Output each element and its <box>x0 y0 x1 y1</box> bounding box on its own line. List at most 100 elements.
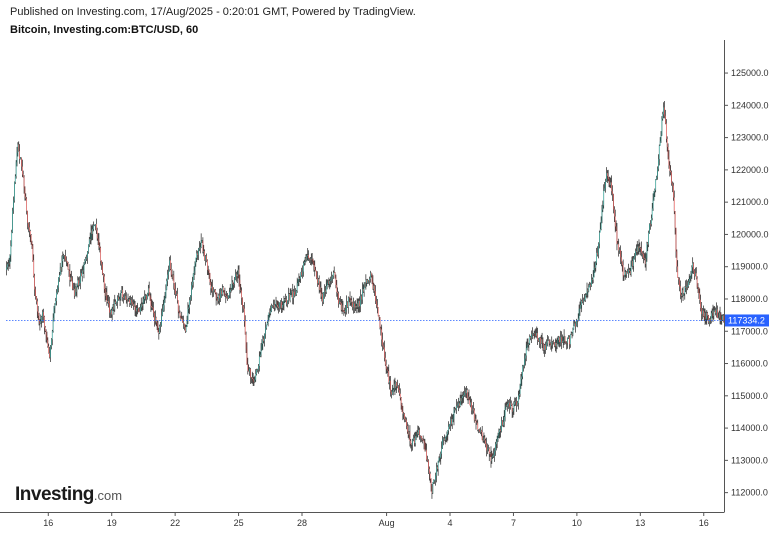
candle-down <box>38 315 40 322</box>
candle-down <box>671 172 672 184</box>
candle-up <box>718 312 720 318</box>
candle-up <box>705 318 707 320</box>
candle-up <box>262 338 264 344</box>
candle-down <box>133 304 134 307</box>
candle-down <box>618 243 620 251</box>
candle-up <box>499 429 501 432</box>
candle-down <box>490 452 492 462</box>
candle-up <box>418 429 420 435</box>
candle-down <box>355 306 357 308</box>
candle-down <box>678 277 679 280</box>
candle-down <box>697 287 699 288</box>
candle-down <box>43 311 44 317</box>
candle-down <box>277 304 279 307</box>
candle-up <box>56 292 57 302</box>
candle-up <box>605 181 606 189</box>
candle-down <box>696 278 698 288</box>
candle-down <box>75 287 77 292</box>
candle-up <box>186 321 188 327</box>
candle-down <box>243 306 244 309</box>
candle-up <box>58 275 60 278</box>
candle-up <box>658 145 660 160</box>
candle-up <box>306 255 308 261</box>
candle-down <box>644 258 646 264</box>
candle-up <box>147 288 149 294</box>
candle-down <box>482 439 484 441</box>
candle-up <box>260 349 262 355</box>
candle-up <box>657 168 658 177</box>
candle-up <box>95 223 96 226</box>
candle-up <box>651 208 653 219</box>
candle-down <box>294 291 295 296</box>
candle-down <box>639 245 641 248</box>
candle-down <box>204 251 205 261</box>
candle-down <box>320 287 322 297</box>
candle-up <box>547 340 548 344</box>
candle-down <box>708 315 709 323</box>
candle-up <box>688 281 689 286</box>
candle-up <box>487 448 488 451</box>
investing-logo: Investing.com <box>15 484 122 506</box>
candle-down <box>134 303 136 310</box>
candle-up <box>274 306 276 308</box>
candle-down <box>477 422 479 431</box>
candle-up <box>478 429 479 431</box>
candle-up <box>283 299 285 305</box>
candle-up <box>579 308 581 310</box>
candle-up <box>392 389 394 392</box>
candle-down <box>36 301 38 312</box>
candle-up <box>327 280 329 283</box>
candle-up <box>11 232 13 246</box>
candle-down <box>677 266 679 278</box>
candle-down <box>25 196 27 199</box>
candle-down <box>315 269 316 271</box>
candle-down <box>246 348 248 365</box>
candle-down <box>8 263 10 265</box>
candle-down <box>527 344 529 346</box>
y-tick-label: 119000.0 <box>731 262 768 272</box>
candle-up <box>144 296 146 300</box>
candle-up <box>300 271 301 279</box>
candle-up <box>580 305 582 309</box>
candle-up <box>360 296 361 307</box>
candle-up <box>528 343 530 345</box>
candle-up <box>211 286 213 289</box>
candle-up <box>439 457 441 459</box>
candle-up <box>63 255 65 257</box>
candle-up <box>346 302 347 311</box>
candle-up <box>403 413 405 415</box>
candle-up <box>130 300 131 304</box>
candle-up <box>367 279 368 283</box>
candle-down <box>227 297 228 299</box>
candle-down <box>548 339 550 344</box>
candle-down <box>39 321 41 324</box>
candle-up <box>636 246 638 252</box>
candle-up <box>495 444 496 451</box>
candle-down <box>540 337 541 344</box>
candle-up <box>128 299 130 300</box>
candle-up <box>195 257 197 264</box>
candle-down <box>670 170 672 173</box>
candle-up <box>16 152 18 163</box>
candle-down <box>238 269 240 280</box>
candle-up <box>365 279 367 287</box>
candle-up <box>88 239 90 245</box>
last-price-tag-bg <box>725 314 769 327</box>
candle-down <box>421 435 422 439</box>
candle-up <box>167 274 168 282</box>
candle-up <box>432 482 434 494</box>
candle-down <box>126 299 128 301</box>
candle-up <box>645 257 647 264</box>
candle-up <box>329 280 331 284</box>
candle-up <box>142 302 144 306</box>
candle-up <box>531 333 532 338</box>
candle-up <box>569 334 571 345</box>
candle-up <box>492 456 494 458</box>
candle-up <box>373 285 375 289</box>
candle-up <box>483 437 485 441</box>
candle-down <box>206 256 207 261</box>
candle-up <box>332 272 334 276</box>
candle-up <box>237 269 239 275</box>
candle-up <box>81 270 83 277</box>
candle-up <box>498 431 500 435</box>
